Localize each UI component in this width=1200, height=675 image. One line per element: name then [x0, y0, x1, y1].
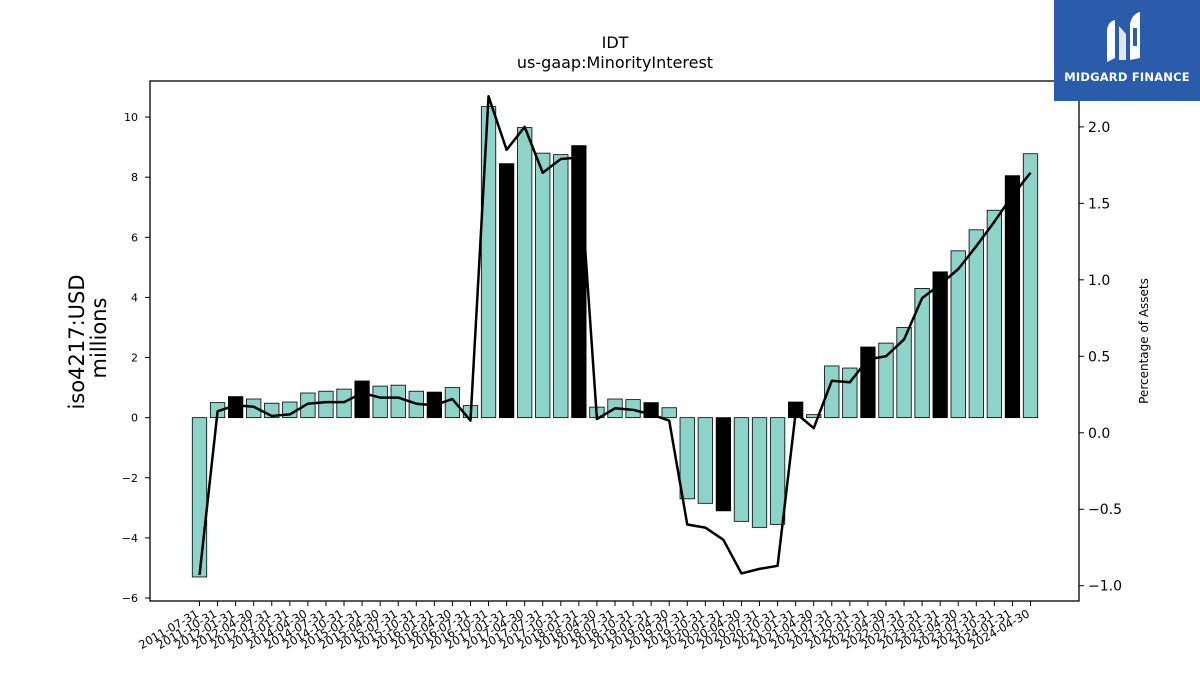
- bar: [1004, 175, 1021, 419]
- y-right-tick-label: 1.5: [1088, 196, 1110, 212]
- bar: [191, 417, 208, 578]
- y-tick-label: 6: [131, 231, 138, 244]
- chart-subtitle: us-gaap:MinorityInterest: [517, 53, 713, 72]
- bar: [733, 417, 750, 522]
- y-right-tick-label: 1.0: [1088, 273, 1110, 289]
- bar: [300, 392, 316, 419]
- bar: [246, 398, 262, 419]
- bar: [769, 417, 786, 525]
- y-tick-label: 10: [124, 111, 138, 124]
- y-right-tick-label: 0.0: [1088, 426, 1110, 442]
- bar: [553, 154, 569, 419]
- bar: [1022, 153, 1039, 419]
- bar-group: [191, 106, 1039, 578]
- bar: [842, 367, 858, 419]
- bar: [824, 365, 840, 419]
- y-tick-label: 0: [131, 412, 138, 425]
- bar: [354, 380, 370, 419]
- y-axis-right-label: Percentage of Assets: [1137, 278, 1151, 404]
- y-axis-left: −6 −4 −2 0 2 4 6 8 10: [122, 111, 150, 605]
- y-tick-label: −6: [122, 592, 138, 605]
- bar: [535, 152, 551, 419]
- y-tick-label: 4: [131, 291, 138, 304]
- bar: [932, 271, 948, 419]
- y-tick-label: 8: [131, 171, 138, 184]
- y-axis-right: −1.0 −0.5 0.0 0.5 1.0 1.5 2.0: [1079, 120, 1122, 595]
- y-right-tick-label: −1.0: [1088, 579, 1122, 595]
- bar: [697, 417, 713, 504]
- y-right-tick-label: 0.5: [1088, 349, 1110, 365]
- logo: MIDGARD FINANCE: [1054, 0, 1200, 101]
- y-right-tick-label: −0.5: [1088, 502, 1122, 518]
- x-axis: 2011-07-312011-10-312012-01-312012-04-30…: [136, 601, 1032, 652]
- bar: [661, 407, 677, 419]
- chart-title: IDT: [602, 33, 629, 52]
- bar: [372, 385, 388, 419]
- bar: [480, 106, 497, 419]
- bar: [517, 127, 533, 419]
- bar: [498, 163, 515, 419]
- y-tick-label: −2: [122, 472, 138, 485]
- bar: [715, 417, 732, 512]
- y-axis-label-line2: millions: [87, 298, 111, 379]
- bar: [896, 327, 912, 419]
- y-tick-label: −4: [122, 532, 138, 545]
- bar: [751, 417, 768, 528]
- percentage-line: [198, 95, 1032, 576]
- logo-text: MIDGARD FINANCE: [1064, 70, 1190, 84]
- bar: [679, 417, 695, 500]
- bar: [986, 209, 1002, 419]
- bar: [390, 384, 406, 419]
- bar: [444, 387, 461, 419]
- bar: [968, 229, 984, 419]
- line-group: [198, 95, 1032, 576]
- bar: [878, 342, 894, 419]
- bar: [806, 414, 822, 419]
- logo-mark-icon: [1107, 12, 1140, 62]
- y-axis-label-line1: iso4217:USD: [65, 274, 89, 409]
- y-right-tick-label: 2.0: [1088, 120, 1110, 136]
- bar: [571, 145, 587, 419]
- y-tick-label: 2: [131, 352, 138, 365]
- bar: [950, 250, 966, 419]
- bar: [318, 390, 334, 419]
- bar: [914, 287, 930, 419]
